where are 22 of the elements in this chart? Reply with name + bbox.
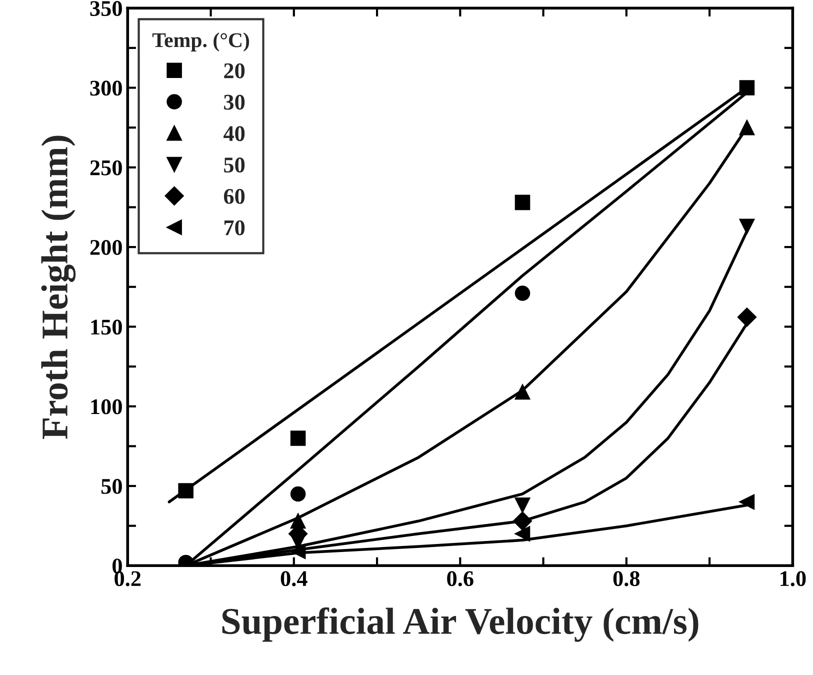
y-tick-label: 50 [101, 478, 122, 494]
legend-label: 30 [224, 94, 245, 110]
x-tick-label: 0.2 [114, 571, 141, 586]
x-tick-label: 0.4 [280, 571, 308, 586]
x-tick-label: 1.0 [780, 571, 806, 586]
legend-title: Temp. (°C) [152, 32, 250, 52]
x-tick-label: 0.6 [447, 571, 474, 586]
legend-label: 50 [224, 158, 245, 173]
y-tick-label: 350 [90, 1, 122, 16]
y-tick-label: 0 [112, 558, 122, 574]
x-axis-title: Superficial Air Velocity (cm/s) [222, 607, 698, 642]
y-tick-label: 100 [91, 399, 122, 414]
y-tick-label: 300 [90, 80, 122, 96]
legend-label: 70 [224, 220, 245, 236]
y-tick-label: 250 [90, 160, 122, 176]
y-tick-label: 200 [90, 240, 122, 255]
legend-label: 20 [224, 63, 245, 78]
y-tick-label: 150 [91, 320, 122, 335]
legend-label: 60 [224, 188, 245, 204]
legend-label: 40 [224, 126, 245, 142]
x-tick-label: 0.8 [613, 571, 640, 586]
y-axis-title: Froth Height (mm) [41, 136, 76, 439]
